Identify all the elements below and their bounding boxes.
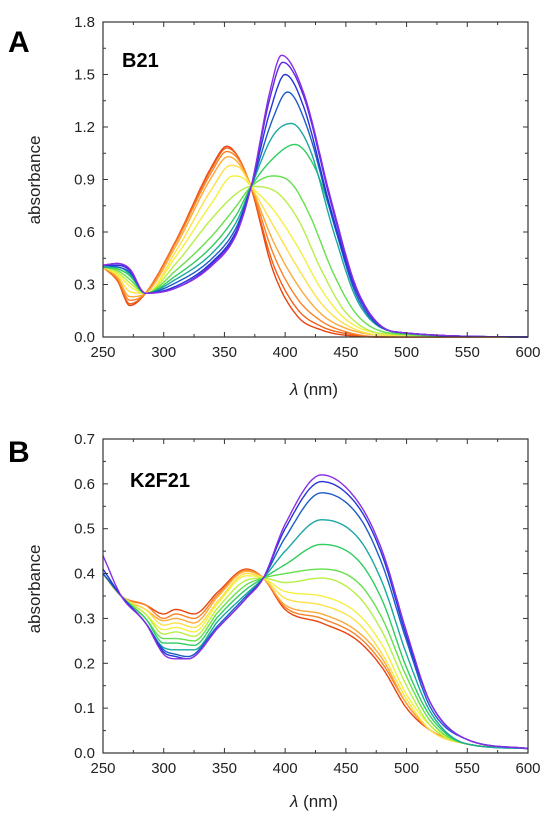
spectrum-line-b-12 [102,474,529,750]
spectrum-line-b-5 [102,573,529,750]
x-tick-label-a-6: 550 [455,344,480,361]
x-axis-symbol-a: λ [289,380,298,399]
chart-panel-b: B K2F21 absorbance λ (nm) 250 300 350 400 45… [0,409,545,818]
y-tick-label-b-5: 0.5 [74,521,95,538]
x-axis-unit-b: (nm) [298,792,338,811]
y-tick-label-a-2: 0.6 [74,224,95,241]
spectrum-line-a-5 [102,164,528,338]
spectrum-line-b-6 [102,573,529,750]
spectrum-line-a-4 [102,156,528,338]
y-axis-label-b: absorbance [25,545,44,634]
x-tick-label-a-1: 300 [151,344,176,361]
spectrum-line-a-12 [103,73,528,338]
y-axis-label-a: absorbance [25,136,44,225]
y-tick-label-a-5: 1.5 [74,67,95,84]
x-tick-label-a-4: 450 [333,344,358,361]
x-tick-label-b-0: 250 [90,760,115,777]
x-tick-label-b-6: 550 [455,760,480,777]
spectrum-line-a-11 [102,91,528,338]
panel-letter-a: A [8,26,30,59]
y-tick-label-b-2: 0.2 [74,655,95,672]
x-tick-label-a-5: 500 [394,344,419,361]
y-tick-label-b-4: 0.4 [74,566,95,583]
spectrum-line-b-9 [102,518,528,750]
sample-label-b: K2F21 [130,470,190,492]
x-tick-label-b-4: 450 [333,760,358,777]
panel-letter-b: B [8,436,30,469]
chart-a-svg: A B21 absorbance λ (nm) 250 300 350 400 450 5… [8,14,541,399]
x-tick-label-b-5: 500 [394,760,419,777]
x-tick-label-b-1: 300 [151,760,176,777]
spectrum-line-b-7 [102,568,528,750]
y-tick-label-a-4: 1.2 [74,119,95,136]
y-tick-label-b-3: 0.3 [74,610,95,627]
x-axis-unit-a: (nm) [298,380,338,399]
x-axis-label-a: λ (nm) [289,380,338,399]
y-tick-label-b-0: 0.0 [74,745,95,762]
x-tick-label-b-7: 600 [515,760,540,777]
y-tick-label-a-3: 0.9 [74,172,95,189]
spectrum-line-b-2 [102,569,529,750]
x-tick-label-a-0: 250 [90,344,115,361]
y-tick-label-a-6: 1.8 [74,14,95,31]
y-tick-label-b-1: 0.1 [74,700,95,717]
chart-b-svg: B K2F21 absorbance λ (nm) 250 300 350 400 45… [8,431,541,811]
spectrum-line-b-3 [102,570,529,750]
spectrum-line-b-8 [102,543,528,750]
x-tick-label-b-3: 400 [273,760,298,777]
x-axis-label-b: λ (nm) [289,792,338,811]
spectrum-line-a-14 [102,54,528,338]
spectra-a [102,54,528,338]
y-tick-label-a-0: 0.0 [74,329,95,346]
sample-label-a: B21 [122,50,159,72]
y-tick-label-b-7: 0.7 [74,431,95,448]
x-tick-label-b-2: 350 [212,760,237,777]
y-tick-label-b-6: 0.6 [74,476,95,493]
spectra-b [102,474,529,750]
spectrum-line-b-4 [102,572,529,750]
y-tick-label-a-1: 0.3 [74,277,95,294]
spectrum-line-b-1 [102,568,529,750]
x-axis-symbol-b: λ [289,792,298,811]
x-tick-label-a-3: 400 [273,344,298,361]
chart-panel-a: A B21 absorbance λ (nm) 250 300 350 400 450 5… [8,14,541,399]
x-tick-label-a-2: 350 [212,344,237,361]
x-tick-label-a-7: 600 [515,344,540,361]
